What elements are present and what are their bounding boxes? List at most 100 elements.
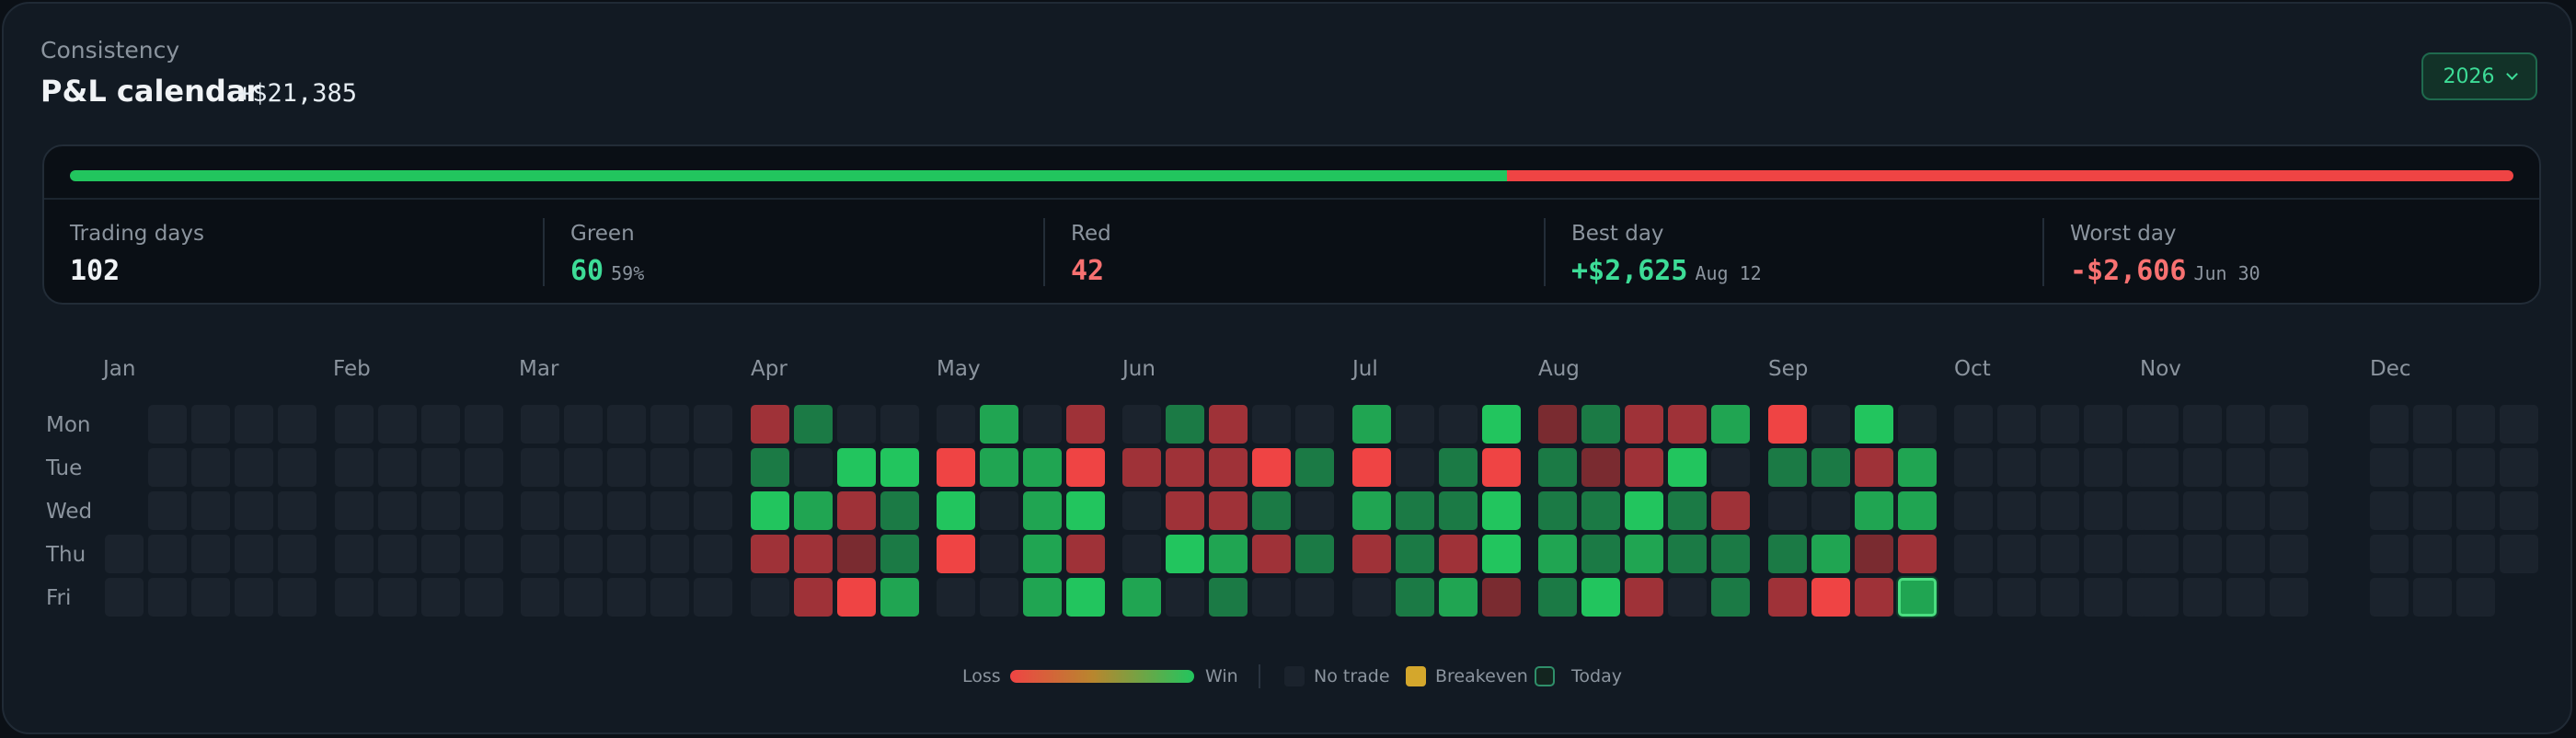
day-cell[interactable] — [1768, 448, 1807, 487]
day-cell[interactable] — [1066, 448, 1105, 487]
day-cell[interactable] — [1581, 405, 1620, 444]
day-cell[interactable] — [1625, 535, 1663, 573]
day-cell[interactable] — [1209, 448, 1248, 487]
day-cell[interactable] — [1066, 491, 1105, 530]
day-cell[interactable] — [1625, 448, 1663, 487]
day-cell[interactable] — [1668, 448, 1707, 487]
day-cell[interactable] — [1768, 535, 1807, 573]
day-cell[interactable] — [1482, 491, 1521, 530]
day-cell[interactable] — [1482, 578, 1521, 617]
day-cell[interactable] — [1538, 578, 1577, 617]
day-cell[interactable] — [1352, 448, 1391, 487]
day-cell[interactable] — [794, 535, 833, 573]
day-cell[interactable] — [1625, 405, 1663, 444]
day-cell[interactable] — [751, 405, 789, 444]
day-cell[interactable] — [1352, 535, 1391, 573]
day-cell[interactable] — [1439, 491, 1478, 530]
day-cell[interactable] — [1855, 535, 1893, 573]
day-cell[interactable] — [1768, 578, 1807, 617]
day-cell[interactable] — [1209, 405, 1248, 444]
day-cell[interactable] — [1166, 448, 1204, 487]
day-cell[interactable] — [1166, 535, 1204, 573]
day-cell[interactable] — [1396, 535, 1434, 573]
day-cell[interactable] — [880, 578, 919, 617]
day-cell[interactable] — [837, 448, 876, 487]
day-cell[interactable] — [1252, 535, 1291, 573]
day-cell[interactable] — [1711, 405, 1750, 444]
day-cell[interactable] — [1538, 491, 1577, 530]
day-cell[interactable] — [1066, 578, 1105, 617]
day-cell[interactable] — [1898, 535, 1937, 573]
day-cell[interactable] — [1855, 405, 1893, 444]
day-cell[interactable] — [794, 405, 833, 444]
day-cell[interactable] — [1166, 405, 1204, 444]
day-cell[interactable] — [1711, 578, 1750, 617]
day-cell[interactable] — [1625, 491, 1663, 530]
day-cell[interactable] — [1855, 578, 1893, 617]
day-cell[interactable] — [1023, 578, 1062, 617]
day-cell[interactable] — [751, 491, 789, 530]
day-cell[interactable] — [751, 448, 789, 487]
day-cell[interactable] — [1352, 491, 1391, 530]
day-cell[interactable] — [1482, 535, 1521, 573]
day-cell[interactable] — [1122, 578, 1161, 617]
day-cell[interactable] — [1581, 491, 1620, 530]
day-cell[interactable] — [880, 448, 919, 487]
day-cell[interactable] — [880, 535, 919, 573]
day-cell[interactable] — [1295, 535, 1334, 573]
day-cell[interactable] — [751, 535, 789, 573]
day-cell[interactable] — [880, 491, 919, 530]
day-cell[interactable] — [1439, 448, 1478, 487]
day-cell[interactable] — [837, 491, 876, 530]
day-cell[interactable] — [1581, 535, 1620, 573]
day-cell[interactable] — [1898, 448, 1937, 487]
day-cell[interactable] — [1396, 578, 1434, 617]
day-cell[interactable] — [1711, 491, 1750, 530]
day-cell[interactable] — [1252, 448, 1291, 487]
day-cell[interactable] — [1668, 405, 1707, 444]
day-cell[interactable] — [1295, 448, 1334, 487]
day-cell[interactable] — [1581, 578, 1620, 617]
day-cell[interactable] — [937, 491, 975, 530]
day-cell[interactable] — [794, 491, 833, 530]
day-cell[interactable] — [1482, 405, 1521, 444]
day-cell[interactable] — [1668, 491, 1707, 530]
day-cell[interactable] — [937, 448, 975, 487]
day-cell[interactable] — [1668, 535, 1707, 573]
day-cell[interactable] — [1898, 491, 1937, 530]
day-cell[interactable] — [1711, 535, 1750, 573]
today-cell[interactable] — [1898, 578, 1937, 617]
day-cell[interactable] — [1768, 405, 1807, 444]
day-cell[interactable] — [794, 578, 833, 617]
day-cell[interactable] — [1625, 578, 1663, 617]
day-cell[interactable] — [1396, 491, 1434, 530]
day-cell[interactable] — [1581, 448, 1620, 487]
day-cell[interactable] — [1482, 448, 1521, 487]
day-cell[interactable] — [1352, 405, 1391, 444]
day-cell[interactable] — [1209, 578, 1248, 617]
day-cell[interactable] — [1023, 448, 1062, 487]
day-cell[interactable] — [1811, 578, 1850, 617]
day-cell[interactable] — [1122, 448, 1161, 487]
day-cell[interactable] — [837, 578, 876, 617]
day-cell[interactable] — [1538, 535, 1577, 573]
day-cell[interactable] — [980, 405, 1018, 444]
day-cell[interactable] — [1439, 535, 1478, 573]
day-cell[interactable] — [1811, 535, 1850, 573]
day-cell[interactable] — [1855, 491, 1893, 530]
day-cell[interactable] — [980, 448, 1018, 487]
day-cell[interactable] — [1811, 448, 1850, 487]
day-cell[interactable] — [1066, 535, 1105, 573]
day-cell[interactable] — [837, 535, 876, 573]
day-cell[interactable] — [1209, 535, 1248, 573]
day-cell[interactable] — [1023, 491, 1062, 530]
day-cell[interactable] — [1252, 491, 1291, 530]
day-cell[interactable] — [1023, 535, 1062, 573]
day-cell[interactable] — [1439, 578, 1478, 617]
year-select-button[interactable]: 2026 — [2421, 52, 2537, 100]
day-cell[interactable] — [1538, 405, 1577, 444]
day-cell[interactable] — [1538, 448, 1577, 487]
day-cell[interactable] — [1166, 491, 1204, 530]
day-cell[interactable] — [937, 535, 975, 573]
day-cell[interactable] — [1855, 448, 1893, 487]
